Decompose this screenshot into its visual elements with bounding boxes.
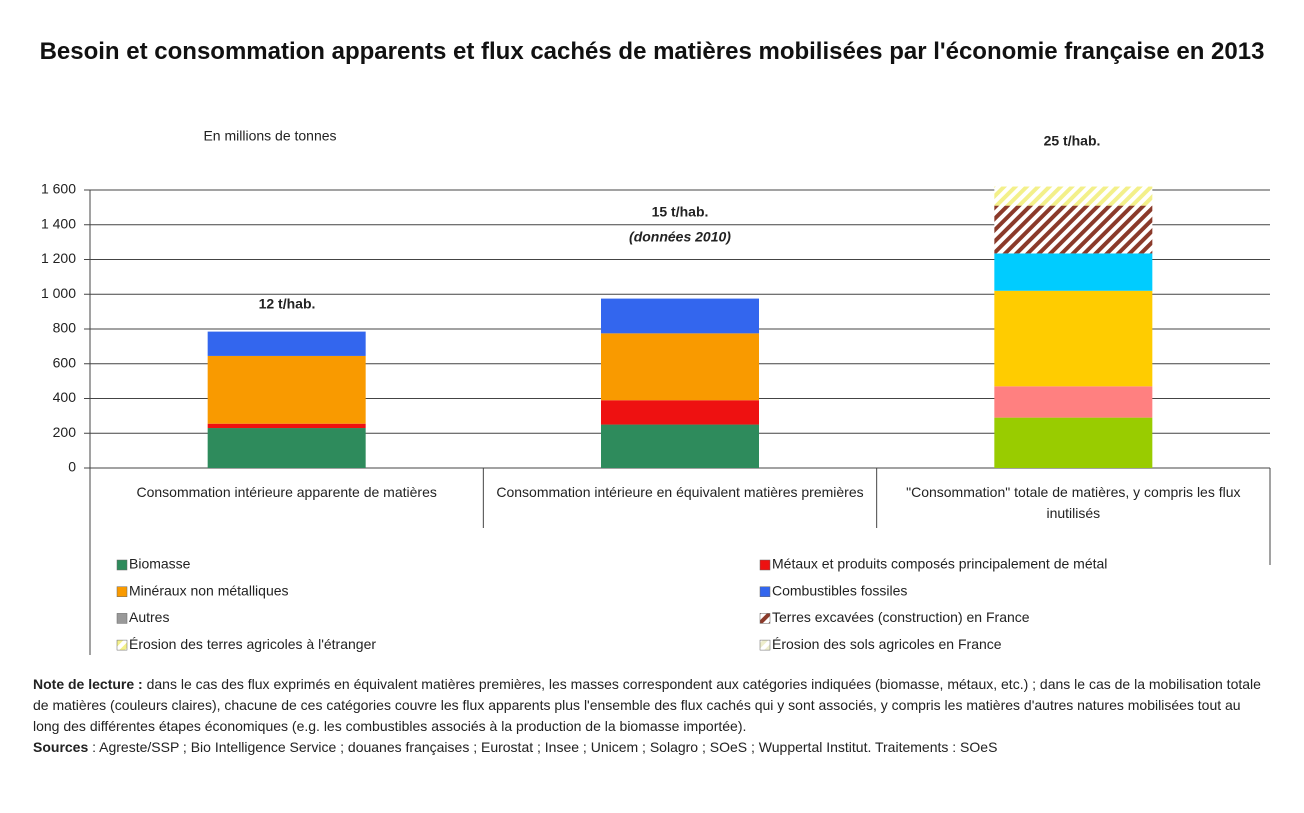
notes: Note de lecture : dans le cas des flux e… [33, 674, 1268, 758]
legend-label: Érosion des sols agricoles en France [772, 636, 1002, 652]
note-label: Note de lecture : [33, 676, 143, 692]
bar-segment [994, 186, 1153, 206]
legend-swatch [116, 559, 128, 571]
legend-swatch [116, 586, 128, 597]
bar-segment [207, 423, 366, 429]
x-tick-label: Consommation intérieure apparente de mat… [136, 484, 437, 500]
bar-segment [601, 424, 759, 468]
y-tick-label: 1 200 [41, 250, 76, 266]
y-tick-label: 800 [53, 320, 77, 336]
sources-text: : Agreste/SSP ; Bio Intelligence Service… [92, 739, 998, 755]
y-tick-label: 0 [68, 459, 76, 475]
x-tick-label: "Consommation" totale de matières, y com… [906, 484, 1241, 521]
legend-swatch [759, 639, 771, 651]
annotation: 12 t/hab. [259, 296, 316, 312]
bar-segment [994, 290, 1153, 387]
bar-segment [994, 417, 1153, 468]
bar-segment [207, 331, 366, 356]
bar-segment [601, 333, 759, 401]
x-tick-label: Consommation intérieure en équivalent ma… [496, 484, 864, 500]
annotation: 25 t/hab. [1044, 133, 1101, 149]
bar-segment [994, 386, 1153, 418]
y-tick-label: 1 000 [41, 285, 76, 301]
bar-segment [601, 400, 759, 425]
annotation: 15 t/hab. [652, 204, 709, 220]
y-tick-label: 600 [53, 354, 77, 370]
y-tick-label: 400 [53, 389, 77, 405]
y-axis-unit: En millions de tonnes [203, 128, 336, 144]
legend-swatch [759, 559, 771, 571]
bar-segment [994, 205, 1153, 254]
note-text: dans le cas des flux exprimés en équival… [33, 676, 1261, 734]
bar-segment [207, 355, 366, 424]
legend-swatch [759, 586, 771, 597]
legend-swatch [759, 613, 771, 624]
bar-segment [601, 298, 759, 334]
bar-segment [994, 253, 1153, 291]
annotation: (données 2010) [629, 229, 731, 245]
legend-label: Érosion des terres agricoles à l'étrange… [129, 636, 376, 652]
sources-label: Sources [33, 739, 89, 755]
legend-label: Terres excavées (construction) en France [772, 609, 1030, 625]
legend-label: Biomasse [129, 556, 191, 572]
legend-label: Autres [129, 609, 169, 625]
y-tick-label: 200 [53, 424, 77, 440]
legend-label: Minéraux non métalliques [129, 582, 289, 598]
chart-title: Besoin et consommation apparents et flux… [39, 38, 1265, 65]
bar-segment [207, 428, 366, 468]
legend-swatch [116, 639, 128, 651]
y-tick-label: 1 400 [41, 215, 76, 231]
legend-label: Métaux et produits composés principaleme… [772, 556, 1107, 572]
y-tick-label: 1 600 [41, 181, 76, 197]
legend-swatch [116, 613, 128, 624]
legend-label: Combustibles fossiles [772, 582, 907, 598]
